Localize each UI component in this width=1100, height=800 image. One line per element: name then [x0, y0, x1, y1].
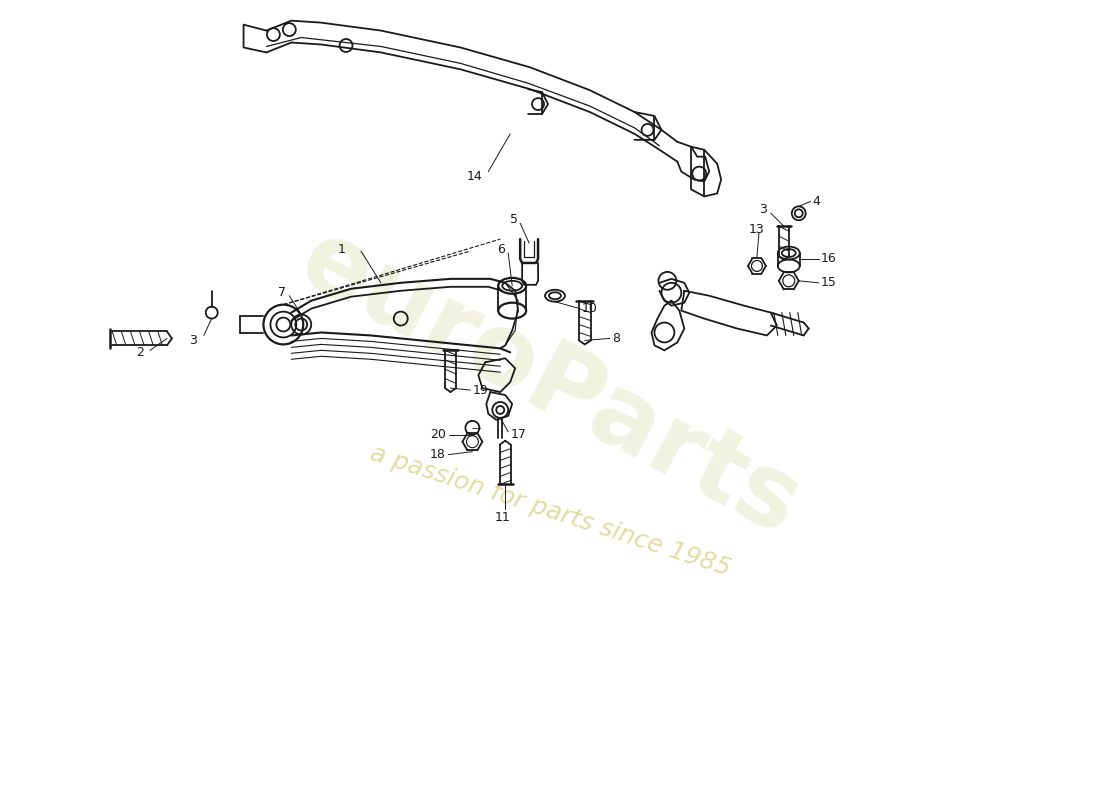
Text: 15: 15 [821, 276, 836, 290]
Text: 3: 3 [189, 334, 197, 347]
Text: 17: 17 [510, 428, 526, 442]
Text: 1: 1 [338, 242, 346, 255]
Text: 20: 20 [430, 428, 446, 442]
Text: a passion for parts since 1985: a passion for parts since 1985 [366, 442, 734, 581]
Text: 2: 2 [136, 346, 144, 359]
Text: 6: 6 [497, 242, 505, 255]
Text: 19: 19 [472, 383, 488, 397]
Text: 4: 4 [813, 195, 821, 208]
Text: 10: 10 [582, 302, 597, 315]
Text: 5: 5 [510, 213, 518, 226]
Text: 7: 7 [278, 286, 286, 299]
Text: 13: 13 [749, 222, 764, 236]
Text: 14: 14 [466, 170, 482, 183]
Text: 16: 16 [821, 253, 836, 266]
Text: euroParts: euroParts [284, 212, 816, 557]
Text: 11: 11 [494, 510, 510, 524]
Text: 8: 8 [612, 332, 619, 345]
Text: 3: 3 [759, 203, 767, 216]
Text: 18: 18 [430, 448, 446, 461]
